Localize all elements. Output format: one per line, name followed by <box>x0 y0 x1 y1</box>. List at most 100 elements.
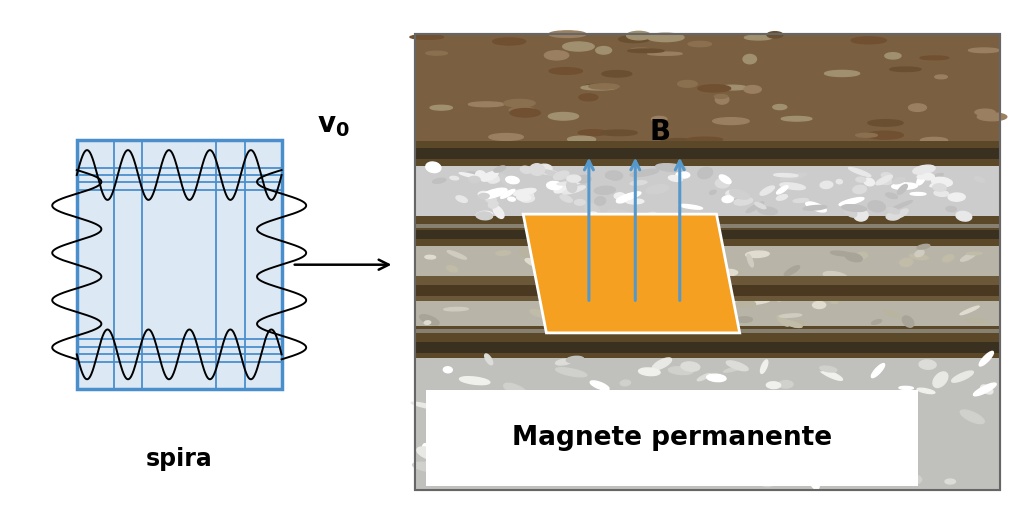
Ellipse shape <box>886 193 897 198</box>
Ellipse shape <box>885 53 901 59</box>
Ellipse shape <box>590 274 606 280</box>
Ellipse shape <box>942 255 954 262</box>
Ellipse shape <box>920 56 948 60</box>
Ellipse shape <box>567 175 581 182</box>
Ellipse shape <box>435 460 447 467</box>
Ellipse shape <box>912 165 935 174</box>
Bar <box>415 326 1000 358</box>
Ellipse shape <box>655 416 683 428</box>
Ellipse shape <box>981 385 993 394</box>
Ellipse shape <box>693 413 711 426</box>
Ellipse shape <box>820 479 830 481</box>
Ellipse shape <box>426 51 447 55</box>
Ellipse shape <box>896 291 907 295</box>
Ellipse shape <box>686 260 705 263</box>
Ellipse shape <box>494 166 506 172</box>
Ellipse shape <box>446 266 458 272</box>
Ellipse shape <box>623 446 633 458</box>
Ellipse shape <box>864 178 874 186</box>
Ellipse shape <box>973 291 985 302</box>
Ellipse shape <box>882 173 893 179</box>
Ellipse shape <box>842 204 866 211</box>
Ellipse shape <box>820 366 837 372</box>
Ellipse shape <box>716 95 729 104</box>
Bar <box>415 148 1000 159</box>
Ellipse shape <box>961 306 979 315</box>
Ellipse shape <box>800 443 824 450</box>
Ellipse shape <box>660 139 696 145</box>
Bar <box>415 34 1000 490</box>
Ellipse shape <box>740 419 757 433</box>
Ellipse shape <box>554 171 569 180</box>
Ellipse shape <box>984 457 996 474</box>
Polygon shape <box>523 214 739 333</box>
Text: B: B <box>650 118 671 146</box>
Ellipse shape <box>856 133 878 137</box>
Ellipse shape <box>722 299 736 306</box>
Ellipse shape <box>510 108 541 117</box>
Ellipse shape <box>767 32 783 38</box>
Ellipse shape <box>933 441 948 450</box>
Ellipse shape <box>916 175 926 185</box>
Ellipse shape <box>450 176 459 180</box>
Ellipse shape <box>892 183 918 189</box>
Ellipse shape <box>824 391 847 398</box>
Ellipse shape <box>504 383 528 397</box>
Ellipse shape <box>678 80 697 87</box>
Ellipse shape <box>630 181 647 185</box>
Ellipse shape <box>709 476 720 482</box>
Ellipse shape <box>599 292 610 297</box>
Ellipse shape <box>593 440 607 448</box>
Ellipse shape <box>687 137 723 142</box>
Ellipse shape <box>700 450 716 459</box>
Ellipse shape <box>584 463 595 475</box>
Ellipse shape <box>581 85 616 90</box>
Ellipse shape <box>520 166 531 173</box>
Ellipse shape <box>605 171 623 180</box>
Ellipse shape <box>444 441 455 446</box>
Ellipse shape <box>596 277 615 283</box>
Ellipse shape <box>710 190 716 195</box>
Ellipse shape <box>461 431 486 436</box>
Ellipse shape <box>918 244 930 249</box>
Ellipse shape <box>514 188 536 196</box>
Text: spira: spira <box>145 447 213 471</box>
Ellipse shape <box>601 310 625 316</box>
Ellipse shape <box>487 176 500 183</box>
Ellipse shape <box>497 409 510 414</box>
Ellipse shape <box>779 314 802 317</box>
Ellipse shape <box>590 381 609 390</box>
Ellipse shape <box>951 371 974 382</box>
Ellipse shape <box>494 206 504 218</box>
Ellipse shape <box>579 94 598 101</box>
Bar <box>415 276 1000 301</box>
Ellipse shape <box>478 192 489 197</box>
Ellipse shape <box>425 462 434 471</box>
Ellipse shape <box>484 354 493 365</box>
Ellipse shape <box>743 54 757 64</box>
Ellipse shape <box>589 84 620 89</box>
Ellipse shape <box>595 197 605 205</box>
Ellipse shape <box>918 388 935 393</box>
Ellipse shape <box>642 468 652 474</box>
Ellipse shape <box>420 315 439 325</box>
Ellipse shape <box>977 113 1007 121</box>
Ellipse shape <box>638 387 662 400</box>
Ellipse shape <box>504 99 536 107</box>
Ellipse shape <box>923 173 935 180</box>
Bar <box>415 224 1000 228</box>
Ellipse shape <box>817 422 848 429</box>
Ellipse shape <box>745 251 769 257</box>
Ellipse shape <box>856 252 867 259</box>
Ellipse shape <box>839 198 864 206</box>
Ellipse shape <box>774 173 798 177</box>
Ellipse shape <box>934 190 949 196</box>
Ellipse shape <box>547 182 562 189</box>
Ellipse shape <box>809 465 830 475</box>
Ellipse shape <box>890 67 921 72</box>
Ellipse shape <box>770 454 780 459</box>
Ellipse shape <box>525 258 545 268</box>
Ellipse shape <box>844 205 857 217</box>
Ellipse shape <box>697 374 711 381</box>
Ellipse shape <box>851 456 881 462</box>
